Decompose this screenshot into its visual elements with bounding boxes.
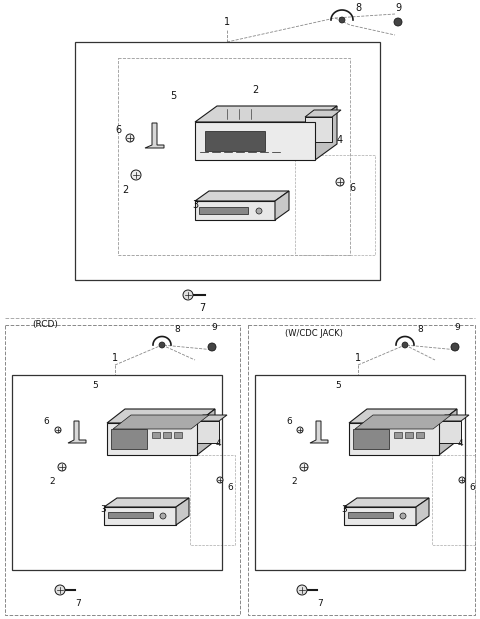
Text: 9: 9 — [395, 3, 401, 13]
Polygon shape — [437, 421, 461, 443]
Circle shape — [402, 342, 408, 348]
Text: 8: 8 — [174, 326, 180, 334]
Text: 2: 2 — [252, 85, 258, 95]
Text: 9: 9 — [211, 324, 217, 332]
Bar — [405, 432, 413, 438]
Bar — [174, 432, 182, 438]
Polygon shape — [349, 409, 457, 423]
Polygon shape — [195, 421, 219, 443]
Polygon shape — [107, 409, 215, 423]
Text: (W/CDC JACK): (W/CDC JACK) — [285, 329, 343, 337]
Text: 4: 4 — [457, 438, 463, 448]
Circle shape — [160, 513, 166, 519]
Polygon shape — [305, 110, 341, 117]
Circle shape — [297, 427, 303, 433]
Text: 1: 1 — [355, 353, 361, 363]
Text: 9: 9 — [454, 324, 460, 332]
Polygon shape — [305, 117, 332, 142]
Text: 5: 5 — [92, 381, 98, 389]
Circle shape — [159, 342, 165, 348]
Polygon shape — [437, 415, 469, 421]
Polygon shape — [310, 421, 328, 443]
Polygon shape — [275, 191, 289, 220]
Polygon shape — [104, 498, 189, 507]
Circle shape — [339, 17, 345, 23]
Polygon shape — [344, 507, 416, 525]
Bar — [152, 432, 160, 438]
Text: 6: 6 — [227, 482, 233, 491]
Circle shape — [55, 427, 61, 433]
Polygon shape — [439, 409, 457, 455]
Circle shape — [400, 513, 406, 519]
Polygon shape — [349, 423, 439, 455]
Text: 8: 8 — [417, 326, 423, 334]
Polygon shape — [315, 106, 337, 160]
Polygon shape — [195, 201, 275, 220]
Bar — [394, 432, 402, 438]
Text: 2: 2 — [291, 477, 297, 487]
Polygon shape — [197, 409, 215, 455]
Circle shape — [297, 585, 307, 595]
Circle shape — [451, 343, 459, 351]
Polygon shape — [353, 429, 389, 449]
Circle shape — [183, 290, 193, 300]
Polygon shape — [344, 498, 429, 507]
Polygon shape — [195, 191, 289, 201]
Text: 5: 5 — [170, 91, 176, 101]
Circle shape — [336, 178, 344, 186]
Text: 6: 6 — [43, 417, 49, 426]
Polygon shape — [145, 123, 164, 148]
Circle shape — [208, 343, 216, 351]
Text: 7: 7 — [317, 599, 323, 607]
Text: 3: 3 — [192, 200, 198, 210]
Polygon shape — [195, 106, 337, 122]
Text: 2: 2 — [122, 185, 128, 195]
Circle shape — [55, 585, 65, 595]
Text: 1: 1 — [224, 17, 230, 27]
Text: 4: 4 — [215, 438, 221, 448]
Circle shape — [256, 208, 262, 214]
Circle shape — [131, 170, 141, 180]
Text: 3: 3 — [100, 506, 106, 514]
Text: 6: 6 — [469, 482, 475, 491]
Circle shape — [58, 463, 66, 471]
Text: 1: 1 — [112, 353, 118, 363]
Circle shape — [300, 463, 308, 471]
Polygon shape — [108, 512, 153, 518]
Circle shape — [394, 18, 402, 26]
Text: 7: 7 — [199, 303, 205, 313]
Circle shape — [217, 477, 223, 483]
Polygon shape — [199, 207, 248, 214]
Polygon shape — [205, 131, 265, 151]
Polygon shape — [195, 415, 227, 421]
Polygon shape — [355, 415, 451, 429]
Text: 5: 5 — [335, 381, 341, 389]
Text: 6: 6 — [115, 125, 121, 135]
Polygon shape — [348, 512, 393, 518]
Text: (RCD): (RCD) — [32, 319, 58, 329]
Polygon shape — [195, 122, 315, 160]
Text: 3: 3 — [341, 506, 347, 514]
Text: 8: 8 — [355, 3, 361, 13]
Polygon shape — [107, 423, 197, 455]
Circle shape — [126, 134, 134, 142]
Text: 7: 7 — [75, 599, 81, 607]
Text: 4: 4 — [337, 135, 343, 145]
Polygon shape — [176, 498, 189, 525]
Polygon shape — [113, 415, 209, 429]
Polygon shape — [68, 421, 86, 443]
Bar — [163, 432, 171, 438]
Polygon shape — [104, 507, 176, 525]
Text: 6: 6 — [349, 183, 355, 193]
Polygon shape — [111, 429, 147, 449]
Text: 2: 2 — [49, 477, 55, 487]
Bar — [416, 432, 424, 438]
Text: 6: 6 — [286, 417, 292, 426]
Circle shape — [459, 477, 465, 483]
Polygon shape — [416, 498, 429, 525]
